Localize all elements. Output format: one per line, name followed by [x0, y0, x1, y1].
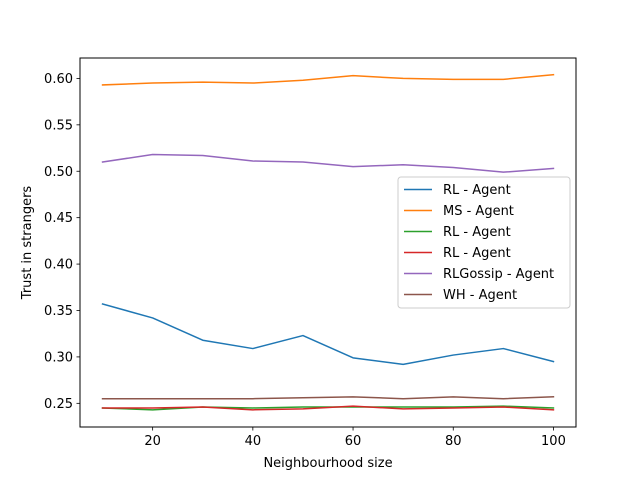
y-tick-label: 0.30	[44, 350, 73, 365]
legend-entry-label: WH - Agent	[443, 288, 517, 303]
y-tick-label: 0.55	[44, 118, 73, 133]
series-line-1	[101, 303, 555, 366]
y-tick-label: 0.60	[44, 72, 73, 87]
y-axis: 0.25 0.30 0.35 0.40 0.45 0.50 0.55 0.60	[44, 72, 80, 412]
y-axis-label: Trust in strangers	[20, 186, 35, 301]
y-tick-label: 0.40	[44, 258, 73, 273]
x-tick-label: 60	[345, 434, 362, 449]
x-tick-label: 20	[144, 434, 161, 449]
plot-frame	[79, 57, 577, 428]
y-tick-label: 0.25	[44, 397, 73, 412]
series-line-4	[101, 405, 555, 411]
y-tick-label: 0.50	[44, 165, 73, 180]
y-tick-label: 0.45	[44, 211, 73, 226]
legend-entry-label: RL - Agent	[443, 246, 511, 261]
x-axis-label: Neighbourhood size	[263, 456, 392, 471]
series-line-6	[101, 396, 555, 400]
x-axis: 20 40 60 80 100	[144, 427, 566, 449]
x-tick-label: 80	[445, 434, 462, 449]
legend-entry-label: RL - Agent	[443, 225, 511, 240]
x-tick-label: 40	[245, 434, 262, 449]
legend-entry-label: RL - Agent	[443, 183, 511, 198]
series-line-2	[101, 73, 555, 86]
plot-lines	[101, 73, 555, 411]
x-tick-label: 100	[541, 434, 566, 449]
legend-entry-label: MS - Agent	[443, 204, 514, 219]
legend-box	[397, 176, 571, 309]
legend: RL - Agent MS - Agent RL - Agent RL - Agent…	[397, 176, 571, 309]
series-line-5	[101, 153, 555, 173]
legend-entry-label: RLGossip - Agent	[443, 267, 554, 282]
y-tick-label: 0.35	[44, 304, 73, 319]
